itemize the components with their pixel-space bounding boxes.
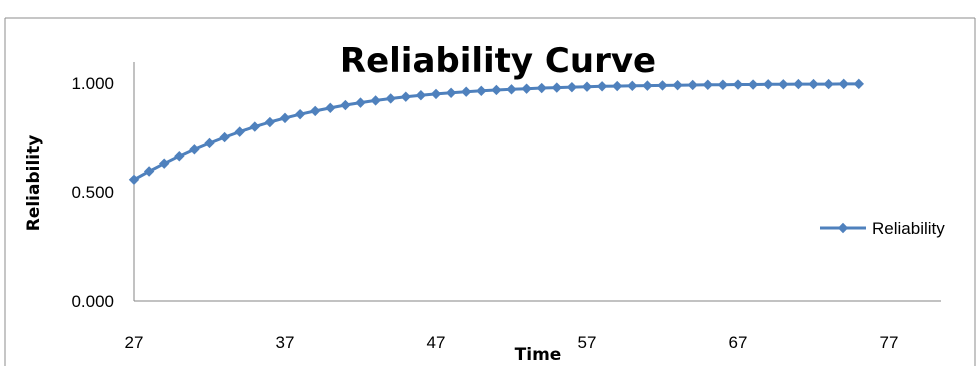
data-point [174, 151, 185, 162]
x-tick-label: 27 [125, 333, 144, 352]
y-tick-labels: 0.000 0.500 1.000 [71, 74, 114, 311]
data-point [732, 79, 744, 90]
chart-title: Reliability Curve [340, 41, 656, 81]
legend-marker [837, 222, 849, 234]
data-point [476, 85, 487, 97]
data-point [355, 97, 366, 108]
x-axis-title: Time [515, 345, 562, 365]
data-point [400, 91, 411, 102]
data-point [249, 121, 260, 132]
data-point [128, 174, 140, 185]
data-point [204, 137, 215, 149]
data-point [385, 93, 396, 104]
data-point [536, 82, 547, 94]
y-tick-label: 0.500 [71, 183, 114, 202]
data-point [234, 126, 245, 137]
data-point [325, 102, 336, 114]
y-tick-label: 1.000 [71, 74, 114, 93]
data-point [370, 95, 381, 106]
data-point [310, 105, 321, 117]
data-point [491, 84, 502, 96]
data-point [657, 80, 668, 91]
data-point [672, 79, 683, 91]
data-point [763, 79, 774, 90]
data-point [687, 79, 698, 91]
data-point [793, 78, 804, 90]
series-reliability [128, 78, 864, 185]
legend-label: Reliability [872, 219, 945, 238]
data-point [823, 78, 834, 90]
data-point [189, 144, 200, 155]
data-point [808, 78, 819, 90]
data-point [778, 79, 789, 90]
data-point [340, 99, 351, 111]
data-point [551, 82, 562, 93]
data-point [415, 90, 427, 101]
data-point [627, 80, 638, 92]
legend: Reliability [820, 219, 945, 238]
data-point [853, 78, 864, 90]
data-point [612, 80, 623, 92]
data-point [219, 131, 230, 143]
data-point [566, 81, 578, 93]
data-point [143, 166, 155, 177]
x-tick-label: 37 [276, 333, 295, 352]
data-point [294, 108, 306, 120]
data-point [717, 79, 729, 90]
data-point [264, 116, 276, 128]
data-point [838, 78, 849, 90]
x-tick-label: 67 [729, 333, 748, 352]
data-point [445, 87, 457, 99]
data-point [747, 79, 759, 90]
data-point [159, 158, 170, 169]
x-tick-label: 77 [880, 333, 899, 352]
y-tick-label: 0.000 [71, 292, 114, 311]
data-point [702, 79, 713, 90]
data-point [596, 81, 608, 92]
data-point [461, 86, 472, 97]
x-tick-labels: 27 37 47 57 67 77 [125, 333, 899, 352]
data-point [521, 83, 532, 94]
x-tick-label: 47 [427, 333, 446, 352]
data-point [430, 88, 442, 100]
axes [133, 62, 941, 302]
x-tick-label: 57 [578, 333, 597, 352]
y-axis-title: Reliability [24, 135, 44, 232]
data-point [581, 81, 593, 92]
data-point [279, 112, 291, 124]
data-point [642, 80, 653, 91]
data-point [506, 84, 517, 95]
